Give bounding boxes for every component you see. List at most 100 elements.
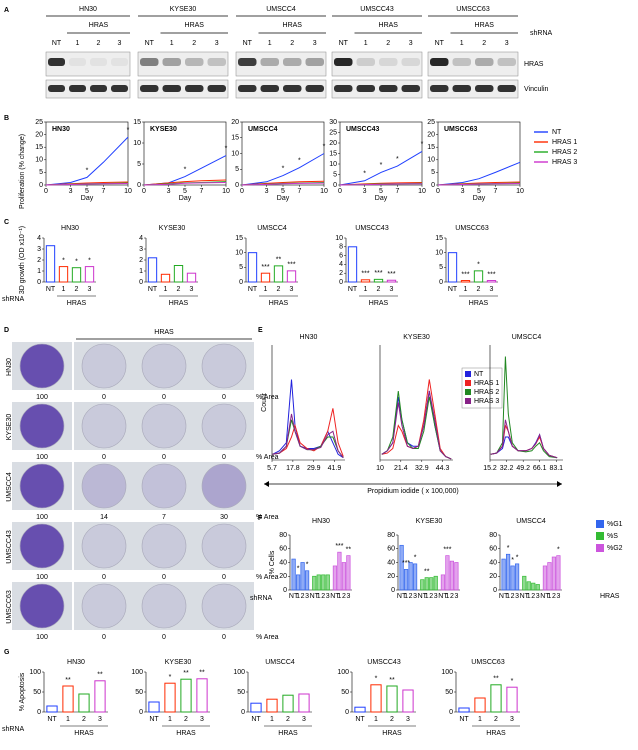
area-value: 0 (162, 454, 166, 461)
x-axis-label: Day (81, 195, 94, 202)
panel-letter: D (4, 327, 9, 334)
blot-band (283, 85, 302, 92)
legend-label: HRAS 1 (474, 380, 499, 387)
legend-label: %G2 (607, 545, 623, 552)
bar (447, 252, 458, 283)
colony-well (141, 583, 187, 629)
lane-label: 2 (482, 40, 486, 47)
series-line (241, 182, 325, 186)
bar (505, 553, 511, 591)
significance-star: ** (65, 677, 71, 684)
x-tick-label: 66.1 (533, 465, 547, 472)
x-tick-label: 3 (454, 593, 458, 600)
x-tick-label: NT (47, 716, 57, 723)
legend-swatch (465, 389, 471, 395)
y-tick-label: 2 (339, 270, 343, 277)
bar (547, 562, 552, 591)
row-label: UMSCC4 (6, 472, 13, 502)
blot-band (379, 58, 398, 66)
y-tick-label: 40 (279, 559, 287, 566)
area-value: 100 (36, 574, 48, 581)
bar (316, 574, 321, 591)
bar (486, 280, 497, 283)
y-tick-label: 15 (427, 144, 435, 151)
x-tick-label: 3 (434, 593, 438, 600)
group-label: HRAS (67, 300, 87, 307)
significance-star: * (516, 555, 519, 562)
blot-band (356, 58, 375, 66)
series-line (490, 419, 558, 459)
significance-star: * (88, 257, 91, 264)
x-tick-label: NT (418, 593, 428, 600)
chart-title: HN30 (52, 126, 70, 133)
blot-band (238, 58, 257, 66)
x-tick-label: 5 (183, 188, 187, 195)
bar (429, 577, 434, 591)
bar (45, 245, 56, 283)
bar (402, 689, 414, 713)
area-value: 0 (222, 634, 226, 641)
blot-band (379, 85, 398, 92)
bar (58, 266, 69, 283)
chart-title: KYSE30 (165, 659, 192, 666)
bar (346, 555, 351, 591)
blot-band (185, 58, 204, 66)
lane-label: 3 (409, 40, 413, 47)
lane-label: 1 (364, 40, 368, 47)
blot-box (137, 79, 229, 99)
well-bg (74, 462, 134, 510)
chart-title: UMSCC43 (355, 225, 389, 232)
x-tick-label: 1 (62, 286, 66, 293)
bar (282, 694, 294, 713)
x-tick-label: 7 (395, 188, 399, 195)
x-tick-label: 1 (270, 716, 274, 723)
x-tick-label: 2 (82, 716, 86, 723)
x-tick-label: 3 (302, 716, 306, 723)
y-tick-label: 40 (387, 559, 395, 566)
y-tick-label: 15 (235, 235, 243, 242)
significance-star: * (75, 259, 78, 266)
x-tick-label: 3 (305, 593, 309, 600)
x-tick-label: 7 (297, 188, 301, 195)
blot-band (475, 58, 494, 66)
y-tick-label: 25 (35, 119, 43, 126)
x-tick-label: 17.8 (286, 465, 300, 472)
bar (501, 558, 506, 591)
x-tick-label: 1 (478, 716, 482, 723)
y-tick-label: 0 (235, 182, 239, 189)
x-tick-label: 2 (531, 593, 535, 600)
y-tick-label: 8 (339, 244, 343, 251)
significance-star: *** (287, 262, 295, 269)
protein-label: HRAS (524, 61, 544, 68)
bar (321, 574, 326, 591)
bar (286, 270, 297, 283)
blot-band (69, 85, 86, 92)
x-axis-label: Day (277, 195, 290, 202)
x-tick-label: 3 (363, 188, 367, 195)
y-tick-label: 60 (489, 546, 497, 553)
significance-star: * (375, 676, 378, 683)
x-tick-label: 3 (346, 593, 350, 600)
y-tick-label: 10 (427, 157, 435, 164)
y-tick-label: 4 (139, 235, 143, 242)
bar (354, 706, 366, 713)
y-tick-label: 0 (137, 182, 141, 189)
blot-band (334, 58, 353, 66)
colony-well (141, 343, 187, 389)
group-label: HRAS (278, 730, 298, 737)
x-tick-label: 1 (506, 593, 510, 600)
y-tick-label: 50 (445, 689, 453, 696)
series-line (272, 408, 344, 457)
x-tick-label: 5 (281, 188, 285, 195)
chart-title: UMSCC4 (265, 659, 295, 666)
lane-label: 1 (76, 40, 80, 47)
x-tick-label: 0 (240, 188, 244, 195)
significance-star: * (298, 158, 301, 165)
legend-label: NT (474, 371, 484, 378)
x-tick-label: 3 (406, 716, 410, 723)
x-tick-label: 1 (66, 716, 70, 723)
series-line (490, 356, 558, 459)
blot-band (430, 85, 449, 92)
y-tick-label: 80 (279, 532, 287, 539)
